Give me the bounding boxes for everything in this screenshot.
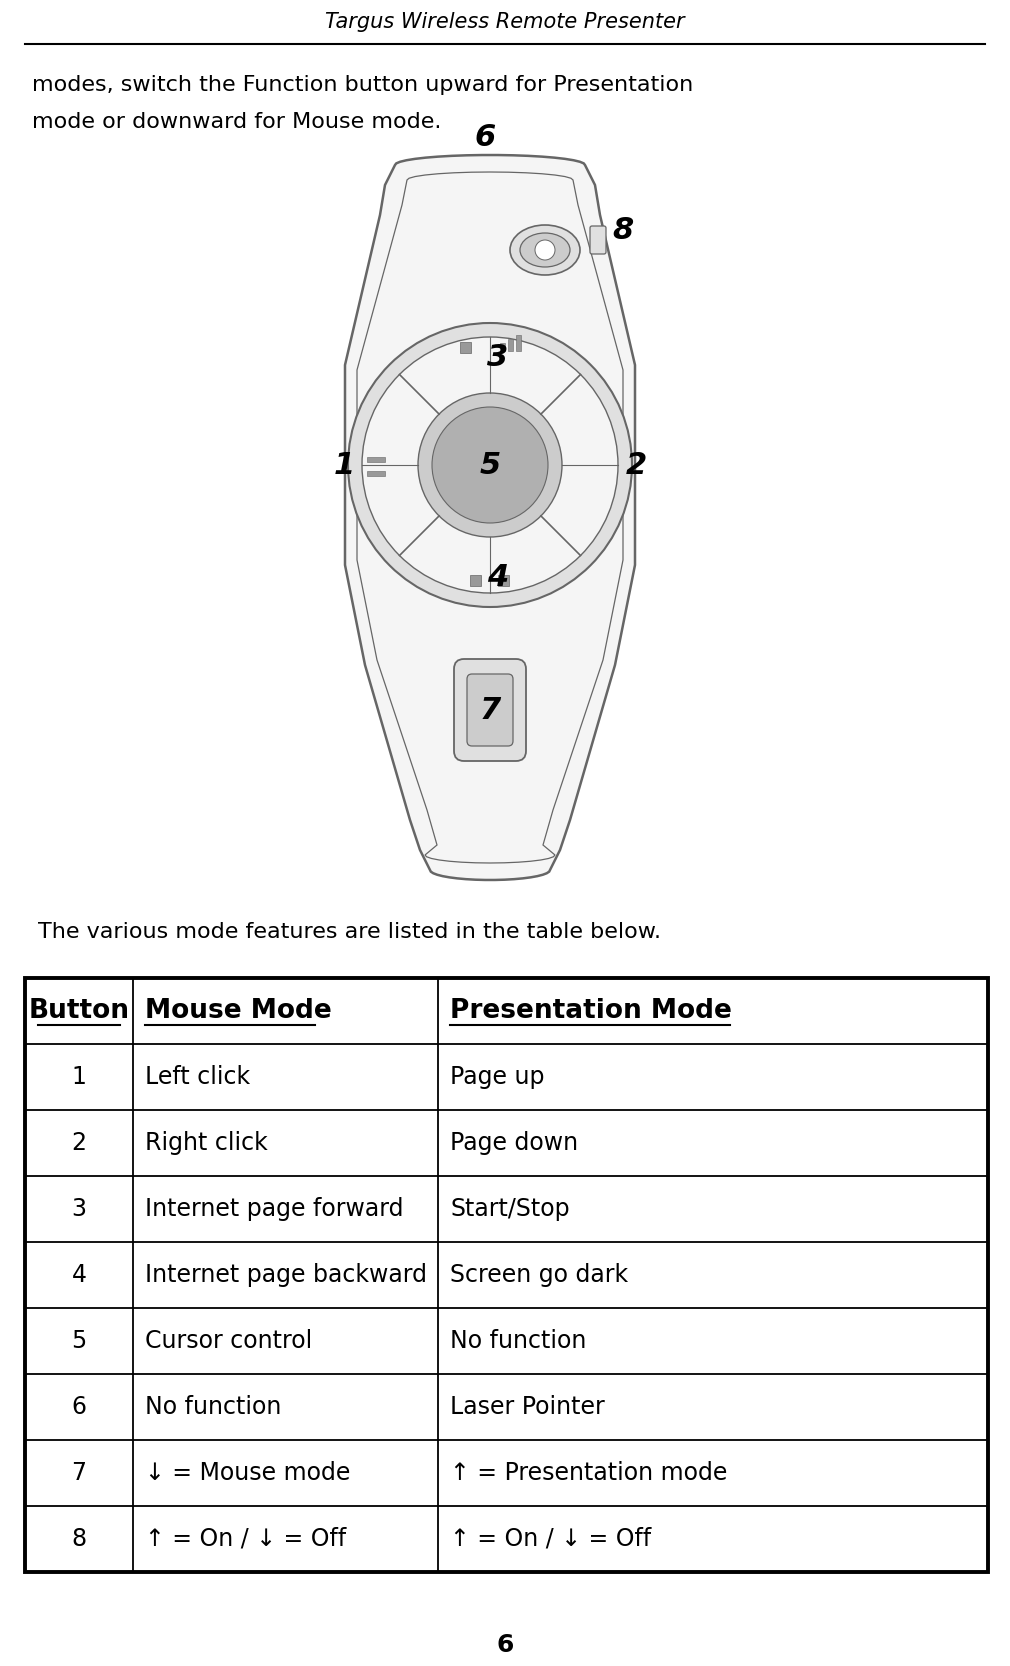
Ellipse shape bbox=[520, 233, 570, 267]
Text: Internet page backward: Internet page backward bbox=[145, 1263, 427, 1288]
Text: 7: 7 bbox=[480, 695, 501, 725]
Text: Page down: Page down bbox=[450, 1131, 578, 1155]
Text: 6: 6 bbox=[475, 123, 496, 152]
Text: 4: 4 bbox=[72, 1263, 87, 1288]
Circle shape bbox=[535, 240, 556, 260]
Text: Start/Stop: Start/Stop bbox=[450, 1196, 570, 1221]
Bar bbox=[508, 338, 513, 352]
Text: The various mode features are listed in the table below.: The various mode features are listed in … bbox=[38, 921, 661, 941]
Text: Button: Button bbox=[28, 998, 129, 1025]
Text: 8: 8 bbox=[72, 1528, 87, 1551]
Text: mode or downward for Mouse mode.: mode or downward for Mouse mode. bbox=[32, 112, 441, 132]
Bar bbox=[498, 575, 509, 586]
Text: Mouse Mode: Mouse Mode bbox=[145, 998, 331, 1025]
Text: No function: No function bbox=[145, 1394, 282, 1419]
Text: Cursor control: Cursor control bbox=[145, 1329, 312, 1353]
Text: ↑ = Presentation mode: ↑ = Presentation mode bbox=[450, 1461, 727, 1484]
Text: Page up: Page up bbox=[450, 1065, 544, 1090]
Text: Internet page forward: Internet page forward bbox=[145, 1196, 404, 1221]
Text: 8: 8 bbox=[612, 215, 633, 245]
Ellipse shape bbox=[510, 225, 580, 275]
Circle shape bbox=[432, 407, 548, 523]
Bar bbox=[470, 575, 481, 586]
Text: 4: 4 bbox=[488, 563, 509, 593]
Text: 5: 5 bbox=[72, 1329, 87, 1353]
Bar bbox=[516, 335, 521, 352]
Text: 3: 3 bbox=[488, 343, 509, 372]
FancyBboxPatch shape bbox=[590, 227, 606, 253]
Text: 6: 6 bbox=[72, 1394, 87, 1419]
Polygon shape bbox=[345, 155, 635, 880]
Text: 1: 1 bbox=[333, 450, 355, 480]
Text: Presentation Mode: Presentation Mode bbox=[450, 998, 732, 1025]
Text: 5: 5 bbox=[480, 450, 501, 480]
Text: Left click: Left click bbox=[145, 1065, 250, 1090]
Text: 3: 3 bbox=[72, 1196, 87, 1221]
Bar bbox=[460, 342, 471, 353]
Text: No function: No function bbox=[450, 1329, 587, 1353]
FancyBboxPatch shape bbox=[454, 660, 526, 761]
Text: 2: 2 bbox=[625, 450, 646, 480]
Circle shape bbox=[418, 393, 562, 536]
Text: ↑ = On / ↓ = Off: ↑ = On / ↓ = Off bbox=[145, 1528, 346, 1551]
Text: 1: 1 bbox=[72, 1065, 87, 1090]
Text: ↓ = Mouse mode: ↓ = Mouse mode bbox=[145, 1461, 350, 1484]
Text: Screen go dark: Screen go dark bbox=[450, 1263, 628, 1288]
Bar bbox=[500, 343, 505, 352]
Text: Laser Pointer: Laser Pointer bbox=[450, 1394, 605, 1419]
Circle shape bbox=[348, 323, 632, 606]
Text: Targus Wireless Remote Presenter: Targus Wireless Remote Presenter bbox=[325, 12, 685, 32]
Text: 2: 2 bbox=[72, 1131, 87, 1155]
Text: ↑ = On / ↓ = Off: ↑ = On / ↓ = Off bbox=[450, 1528, 651, 1551]
Text: 7: 7 bbox=[72, 1461, 87, 1484]
Text: modes, switch the Function button upward for Presentation: modes, switch the Function button upward… bbox=[32, 75, 693, 95]
FancyBboxPatch shape bbox=[467, 675, 513, 746]
Text: Right click: Right click bbox=[145, 1131, 268, 1155]
Text: 6: 6 bbox=[496, 1633, 514, 1658]
Bar bbox=[367, 471, 385, 476]
Bar bbox=[367, 456, 385, 461]
Circle shape bbox=[362, 337, 618, 593]
Bar bbox=[25, 978, 988, 1573]
